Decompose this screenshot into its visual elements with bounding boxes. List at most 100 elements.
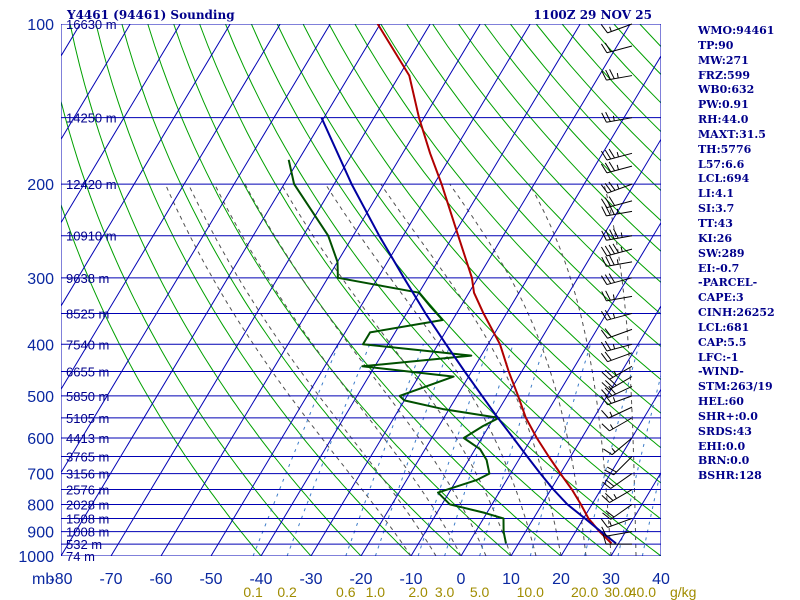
chart-title: Y4461 (94461) Sounding <box>66 8 235 22</box>
wind-barb <box>603 437 633 456</box>
wind-barb <box>600 517 633 528</box>
isotherm <box>61 24 231 307</box>
wind-barb-half <box>613 493 617 499</box>
wind-barb-staff <box>606 261 633 267</box>
wind-barb-full <box>602 512 612 520</box>
index-value: CINH:26252 <box>698 306 775 320</box>
wind-barb-staff <box>606 165 633 174</box>
wind-barb-full <box>604 309 612 320</box>
index-value: TH:5776 <box>698 142 752 156</box>
index-value: SHR+:0.0 <box>698 409 758 423</box>
temperature-tick-label: 20 <box>552 571 570 588</box>
temperature-line <box>376 24 613 545</box>
wind-barb-full <box>600 24 608 34</box>
wind-barb-full <box>600 311 608 321</box>
wind-barb-full <box>608 196 616 206</box>
isotherm <box>61 24 131 141</box>
pressure-tick-label: 200 <box>27 177 54 194</box>
wind-barb-full <box>601 256 607 267</box>
wind-barb-full <box>609 229 615 240</box>
moist-adiabat <box>660 518 661 556</box>
wind-barb-full <box>600 43 608 54</box>
wind-barb-staff <box>606 152 633 161</box>
pressure-tick-label: 1000 <box>18 549 54 566</box>
wind-barb-full <box>605 205 611 216</box>
wind-barb <box>601 385 633 398</box>
index-value: SRDS:43 <box>698 424 752 438</box>
pressure-tick-label: 100 <box>27 17 54 34</box>
index-value: CAPE:3 <box>698 291 744 305</box>
wind-barb-staff <box>606 117 633 123</box>
pressure-unit-label: mb <box>32 571 54 588</box>
wind-barb-full <box>601 382 610 390</box>
isotherm <box>210 24 531 556</box>
wind-barb-staff <box>606 295 633 302</box>
dewpoint-line <box>287 159 507 544</box>
isotherm <box>260 24 581 556</box>
wind-barb-full <box>609 255 615 266</box>
wind-barb-full <box>604 328 612 338</box>
wind-barb <box>601 406 633 419</box>
profile-lines <box>287 24 617 545</box>
wind-barb-staff <box>613 456 633 476</box>
wind-barb <box>600 328 633 339</box>
isotherm <box>360 55 661 556</box>
wind-barb-staff <box>607 395 633 406</box>
height-label: 5105 m <box>66 411 109 426</box>
isotherm <box>160 24 481 556</box>
index-value: LFC:-1 <box>698 350 739 364</box>
index-value: BSHR:128 <box>698 469 762 483</box>
wind-barb-full <box>605 380 614 388</box>
wind-barb-full <box>605 256 611 266</box>
wind-barb <box>600 161 633 174</box>
wind-barb <box>600 23 633 34</box>
height-label: 3765 m <box>66 449 109 464</box>
moist-adiabat <box>449 183 587 556</box>
height-label: 1508 m <box>66 511 109 526</box>
height-label: 9638 m <box>66 271 109 286</box>
wind-barb-half <box>616 151 619 158</box>
wind-barb-full <box>605 111 611 122</box>
wind-barb-staff <box>606 45 633 54</box>
wind-barb-full <box>607 466 617 473</box>
wind-barb-full <box>601 423 610 432</box>
wind-barb-full <box>608 181 616 191</box>
mixing-ratio-line <box>529 344 591 556</box>
wind-barb <box>604 456 633 476</box>
isotherm <box>61 24 331 474</box>
wind-barb-staff <box>606 75 633 81</box>
wind-barb-staff <box>606 235 633 241</box>
index-value: LCL:681 <box>698 320 750 334</box>
wind-barb-full <box>601 291 607 302</box>
wind-barb-half <box>620 246 623 252</box>
temperature-tick-label: -50 <box>199 571 222 588</box>
wind-barb-full <box>604 183 612 192</box>
mixing-ratio-tick-label: 40.0 <box>629 584 656 600</box>
wind-barb-full <box>600 329 608 339</box>
index-value: LCL:694 <box>698 172 750 186</box>
wind-barb-full <box>605 69 611 80</box>
wind-barb-half <box>612 313 616 319</box>
wind-barb-staff <box>610 504 633 520</box>
mixing-ratio-tick-label: 0.2 <box>277 584 297 600</box>
height-label: 74 m <box>66 549 95 564</box>
mixing-ratio-line <box>374 344 451 556</box>
height-label: 532 m <box>66 537 102 552</box>
mixing-ratio-unit-label: g/kg <box>670 584 696 600</box>
wind-barb-full <box>600 184 608 194</box>
temperature-tick-label: 30 <box>602 571 620 588</box>
wind-barb-staff <box>607 328 633 339</box>
wind-barb-half <box>613 370 617 376</box>
mixing-ratio-tick-label: 3.0 <box>435 584 455 600</box>
wind-barb <box>601 204 633 217</box>
moist-adiabat <box>164 183 412 556</box>
isotherm <box>460 221 661 556</box>
wind-barb-full <box>602 481 612 489</box>
wind-barb-half <box>612 294 615 300</box>
temperature-tick-label: -10 <box>399 571 422 588</box>
wind-barb-half <box>609 26 612 32</box>
wind-barb-full <box>604 42 612 52</box>
mixing-ratio-tick-label: 0.6 <box>336 584 356 600</box>
mixing-ratio-line <box>479 344 546 556</box>
